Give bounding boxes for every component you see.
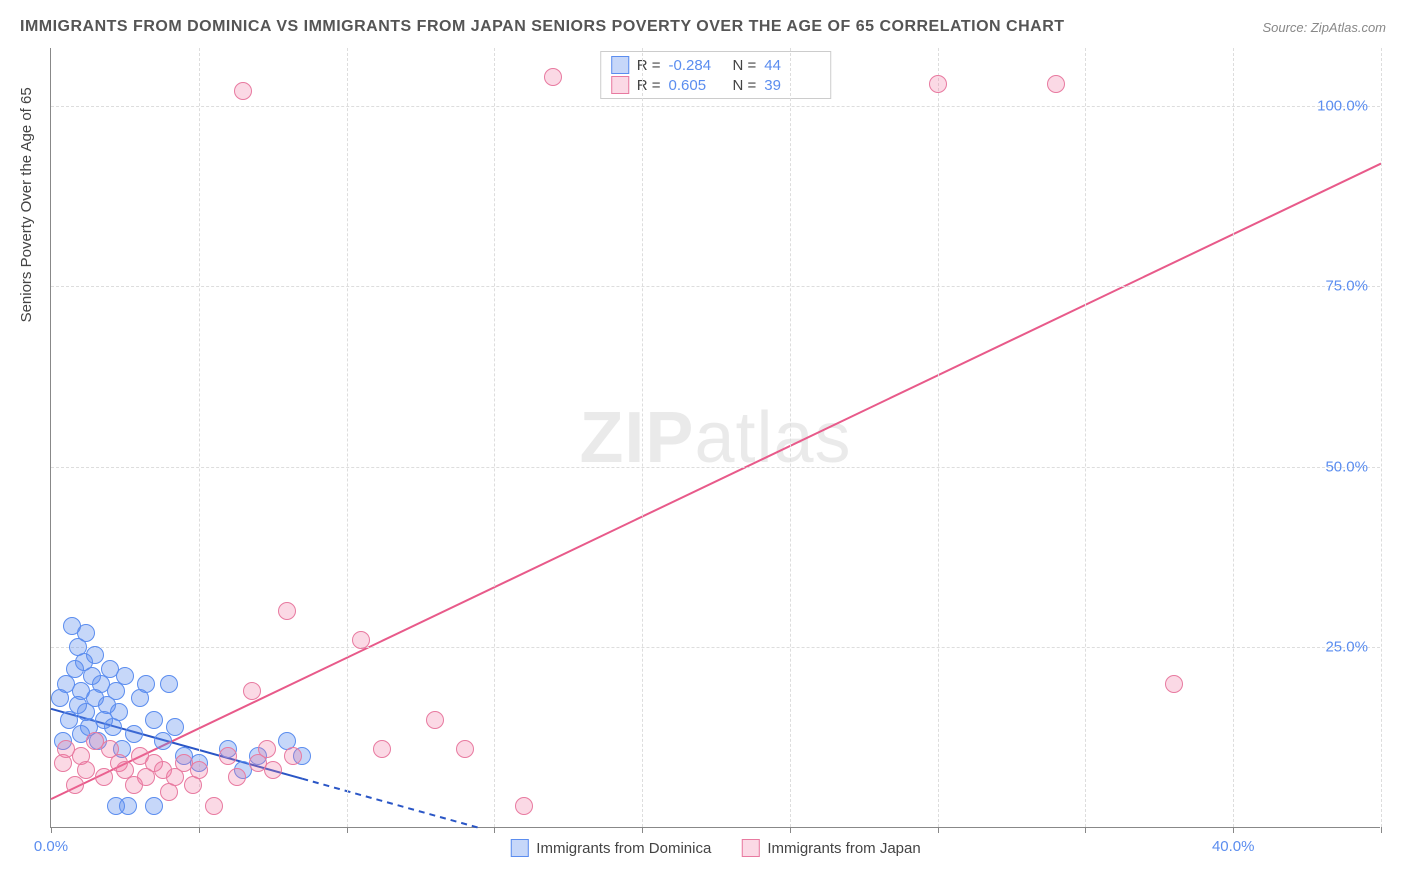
- scatter-point: [77, 624, 95, 642]
- trendlines-svg: [51, 48, 1381, 828]
- scatter-point: [544, 68, 562, 86]
- scatter-point: [119, 797, 137, 815]
- y-tick-label: 75.0%: [1325, 278, 1368, 295]
- scatter-point: [234, 82, 252, 100]
- gridline-v: [642, 48, 643, 827]
- scatter-point: [154, 732, 172, 750]
- x-tick-mark: [347, 827, 348, 833]
- scatter-point: [373, 740, 391, 758]
- x-tick-mark: [199, 827, 200, 833]
- y-tick-label: 25.0%: [1325, 639, 1368, 656]
- scatter-point: [205, 797, 223, 815]
- x-tick-mark: [790, 827, 791, 833]
- scatter-point: [264, 761, 282, 779]
- scatter-point: [929, 75, 947, 93]
- scatter-point: [258, 740, 276, 758]
- scatter-point: [228, 768, 246, 786]
- scatter-point: [515, 797, 533, 815]
- scatter-point: [160, 675, 178, 693]
- gridline-v: [494, 48, 495, 827]
- legend-label: Immigrants from Dominica: [536, 840, 711, 857]
- scatter-point: [86, 646, 104, 664]
- scatter-point: [166, 718, 184, 736]
- scatter-point: [284, 747, 302, 765]
- x-tick-mark: [51, 827, 52, 833]
- x-tick-mark: [1233, 827, 1234, 833]
- x-tick-mark: [1085, 827, 1086, 833]
- legend-item: Immigrants from Japan: [741, 839, 920, 857]
- source-label: Source: ZipAtlas.com: [1262, 20, 1386, 35]
- gridline-v: [1233, 48, 1234, 827]
- title-bar: IMMIGRANTS FROM DOMINICA VS IMMIGRANTS F…: [20, 18, 1386, 36]
- bottom-legend: Immigrants from Dominica Immigrants from …: [510, 839, 920, 857]
- x-tick-mark: [938, 827, 939, 833]
- x-tick-label: 40.0%: [1212, 838, 1255, 855]
- x-tick-mark: [1381, 827, 1382, 833]
- gridline-v: [199, 48, 200, 827]
- gridline-v: [1381, 48, 1382, 827]
- trendline-solid: [51, 164, 1381, 800]
- scatter-point: [116, 667, 134, 685]
- scatter-point: [278, 602, 296, 620]
- y-tick-label: 50.0%: [1325, 458, 1368, 475]
- plot-area: ZIPatlas R =-0.284N =44R =0.605N =39 Imm…: [50, 48, 1380, 828]
- scatter-point: [77, 761, 95, 779]
- gridline-v: [347, 48, 348, 827]
- scatter-point: [145, 711, 163, 729]
- scatter-point: [110, 703, 128, 721]
- scatter-point: [243, 682, 261, 700]
- scatter-point: [219, 747, 237, 765]
- scatter-point: [1165, 675, 1183, 693]
- scatter-point: [125, 725, 143, 743]
- chart-container: IMMIGRANTS FROM DOMINICA VS IMMIGRANTS F…: [0, 0, 1406, 892]
- legend-swatch: [510, 839, 528, 857]
- scatter-point: [426, 711, 444, 729]
- gridline-v: [790, 48, 791, 827]
- legend-label: Immigrants from Japan: [767, 840, 920, 857]
- y-tick-label: 100.0%: [1317, 97, 1368, 114]
- scatter-point: [145, 797, 163, 815]
- y-axis-label: Seniors Poverty Over the Age of 65: [18, 87, 35, 322]
- x-tick-mark: [494, 827, 495, 833]
- scatter-point: [456, 740, 474, 758]
- gridline-h: [51, 286, 1380, 287]
- x-tick-mark: [642, 827, 643, 833]
- trendline-dashed: [302, 779, 479, 828]
- scatter-point: [137, 675, 155, 693]
- gridline-h: [51, 467, 1380, 468]
- legend-swatch: [741, 839, 759, 857]
- scatter-point: [1047, 75, 1065, 93]
- x-tick-label: 0.0%: [34, 838, 68, 855]
- gridline-v: [938, 48, 939, 827]
- legend-item: Immigrants from Dominica: [510, 839, 711, 857]
- scatter-point: [66, 776, 84, 794]
- gridline-h: [51, 647, 1380, 648]
- scatter-point: [352, 631, 370, 649]
- scatter-point: [190, 761, 208, 779]
- chart-title: IMMIGRANTS FROM DOMINICA VS IMMIGRANTS F…: [20, 18, 1065, 36]
- scatter-point: [95, 768, 113, 786]
- gridline-v: [1085, 48, 1086, 827]
- gridline-h: [51, 106, 1380, 107]
